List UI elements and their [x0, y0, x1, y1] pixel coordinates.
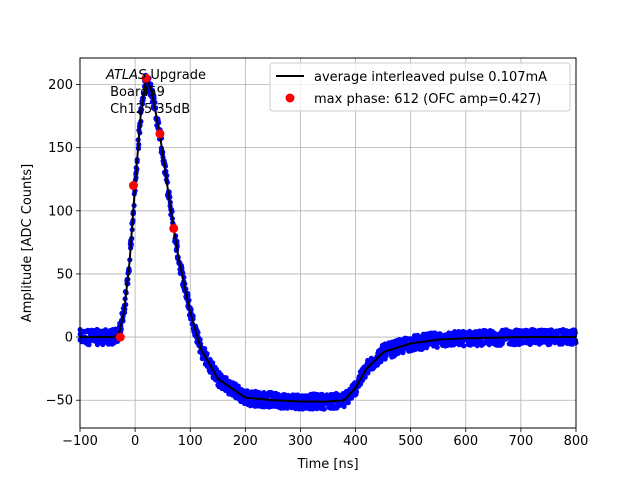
annotation-line-2: Board59 — [106, 85, 165, 100]
max-phase-point — [141, 73, 151, 83]
sample-point — [321, 406, 327, 412]
y-axis-label: Amplitude [ADC Counts] — [20, 164, 35, 322]
y-tick-label: 100 — [48, 204, 73, 219]
y-tick-label: −50 — [46, 394, 73, 409]
legend-box — [269, 62, 571, 112]
max-phase-markers — [115, 73, 179, 342]
sample-point — [461, 343, 467, 349]
annotation-upgrade: Upgrade — [146, 68, 206, 83]
max-phase-point — [128, 181, 138, 191]
x-tick-label: 200 — [233, 434, 258, 449]
sample-point — [481, 340, 487, 346]
x-tick-label: 100 — [178, 434, 203, 449]
sample-point — [341, 403, 347, 410]
x-tick-label: 300 — [288, 434, 313, 449]
y-tick-label: 150 — [48, 141, 73, 156]
axis-ticks: −100 0 100 200 300 400 500 600 700 800 −50 0 50 100 15… — [46, 78, 589, 449]
sample-point — [348, 395, 355, 401]
x-tick-label: 700 — [508, 434, 533, 449]
sample-point — [572, 330, 578, 336]
axes-frame — [79, 57, 577, 429]
x-tick-label: 800 — [564, 434, 589, 449]
x-tick-label: 0 — [131, 434, 139, 449]
max-phase-point — [115, 332, 125, 342]
sample-point — [105, 341, 112, 347]
annotation-line-1: ATLAS Upgrade — [105, 68, 206, 83]
legend-entry-average: average interleaved pulse 0.107mA — [314, 70, 547, 85]
y-tick-label: 200 — [48, 78, 73, 93]
atlas-annotation: ATLAS Upgrade Board59 Ch125 35dB — [105, 68, 206, 117]
sample-point — [365, 370, 371, 376]
y-tick-label: 0 — [65, 331, 73, 346]
average-pulse-path — [80, 77, 576, 403]
sample-point — [204, 351, 210, 357]
sample-point — [353, 389, 360, 395]
max-phase-point — [155, 129, 165, 139]
legend-marker-swatch — [285, 93, 295, 103]
x-tick-label: 500 — [398, 434, 423, 449]
legend-entry-max-phase: max phase: 612 (OFC amp=0.427) — [314, 92, 541, 107]
legend: average interleaved pulse 0.107mA max ph… — [269, 62, 571, 112]
sample-point — [383, 353, 389, 359]
x-axis-label: Time [ns] — [296, 457, 358, 472]
annotation-line-3: Ch125 35dB — [106, 102, 190, 117]
average-pulse-line — [80, 77, 576, 403]
x-tick-label: −100 — [62, 434, 98, 449]
x-tick-label: 400 — [343, 434, 368, 449]
annotation-atlas: ATLAS — [105, 68, 146, 83]
sample-point — [378, 359, 384, 365]
x-tick-label: 600 — [453, 434, 478, 449]
y-tick-label: 50 — [56, 267, 73, 282]
max-phase-point — [169, 223, 179, 233]
